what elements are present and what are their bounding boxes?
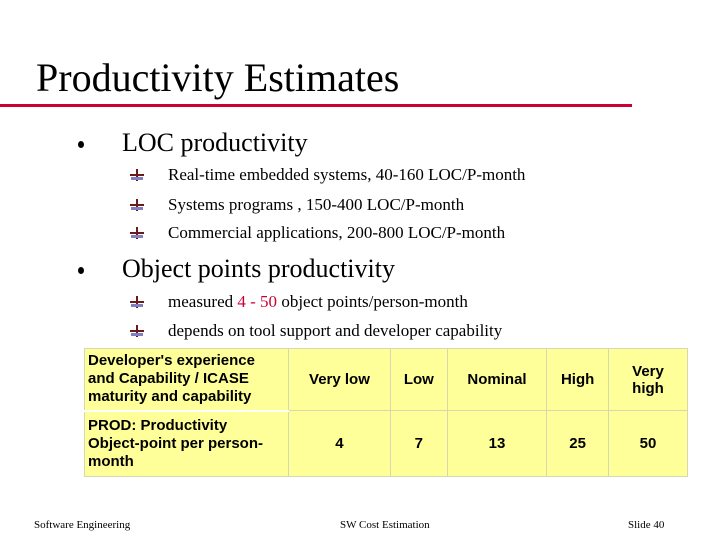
slide-title: Productivity Estimates — [36, 55, 400, 100]
bullet-heading: Object points productivity — [122, 254, 395, 283]
sub-bullet-icon — [130, 325, 144, 337]
level-cell: Very low — [288, 348, 391, 411]
measured-suffix: object points/person-month — [277, 292, 468, 311]
title-underline — [0, 104, 632, 107]
bullet-heading: LOC productivity — [122, 128, 308, 157]
row-label-line: maturity and capability — [88, 388, 252, 406]
level-cell: Low — [389, 348, 448, 411]
bullet-dot-icon — [78, 141, 84, 148]
prod-value-cell: 7 — [389, 410, 448, 477]
row-label-line: and Capability / ICASE — [88, 370, 249, 388]
sub-bullet-icon — [130, 169, 144, 181]
productivity-table: Developer's experience and Capability / … — [84, 348, 688, 477]
row-label-line: month — [88, 452, 134, 470]
row-label-line: PROD: Productivity — [88, 416, 228, 434]
measured-prefix: measured — [168, 292, 238, 311]
table-row: PROD: Productivity Object-point per pers… — [84, 410, 688, 477]
level-cell: Nominal — [446, 348, 548, 411]
sub-bullet-text: Systems programs , 150-400 LOC/P-month — [168, 195, 465, 214]
prod-value-cell: 4 — [288, 410, 391, 477]
footer-center: SW Cost Estimation — [340, 519, 430, 531]
table-row: Developer's experience and Capability / … — [84, 348, 688, 412]
sub-bullet-text: measured 4 - 50 object points/person-mon… — [168, 291, 468, 313]
level-cell: Very high — [608, 348, 688, 411]
sub-bullet-icon — [130, 296, 144, 308]
bullet-dot-icon — [78, 267, 84, 274]
prod-value-cell: 13 — [446, 410, 548, 477]
row-label-line: Developer's experience — [88, 352, 255, 370]
level-cell: High — [546, 348, 609, 411]
measured-range-highlight: 4 - 50 — [237, 292, 278, 311]
prod-value-cell: 25 — [546, 410, 609, 477]
sub-bullet-text: depends on tool support and developer ca… — [168, 321, 503, 340]
footer-slide-number: Slide 40 — [628, 519, 665, 531]
sub-bullet-icon — [130, 227, 144, 239]
row-label-prod: PROD: Productivity Object-point per pers… — [84, 410, 289, 477]
prod-value-cell: 50 — [608, 410, 688, 477]
sub-bullet-text: Real-time embedded systems, 40-160 LOC/P… — [168, 165, 526, 184]
sub-bullet-icon — [130, 199, 144, 211]
row-label-line: Object-point per person- — [88, 434, 264, 452]
row-label-experience: Developer's experience and Capability / … — [84, 348, 289, 412]
sub-bullet-text: Commercial applications, 200-800 LOC/P-m… — [168, 223, 506, 242]
footer-left: Software Engineering — [34, 519, 131, 531]
